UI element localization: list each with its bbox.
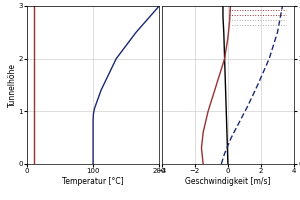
Y-axis label: Tunnelhöhe: Tunnelhöhe (8, 63, 17, 107)
X-axis label: Temperatur [°C]: Temperatur [°C] (62, 177, 124, 186)
X-axis label: Geschwindigkeit [m/s]: Geschwindigkeit [m/s] (185, 177, 271, 186)
